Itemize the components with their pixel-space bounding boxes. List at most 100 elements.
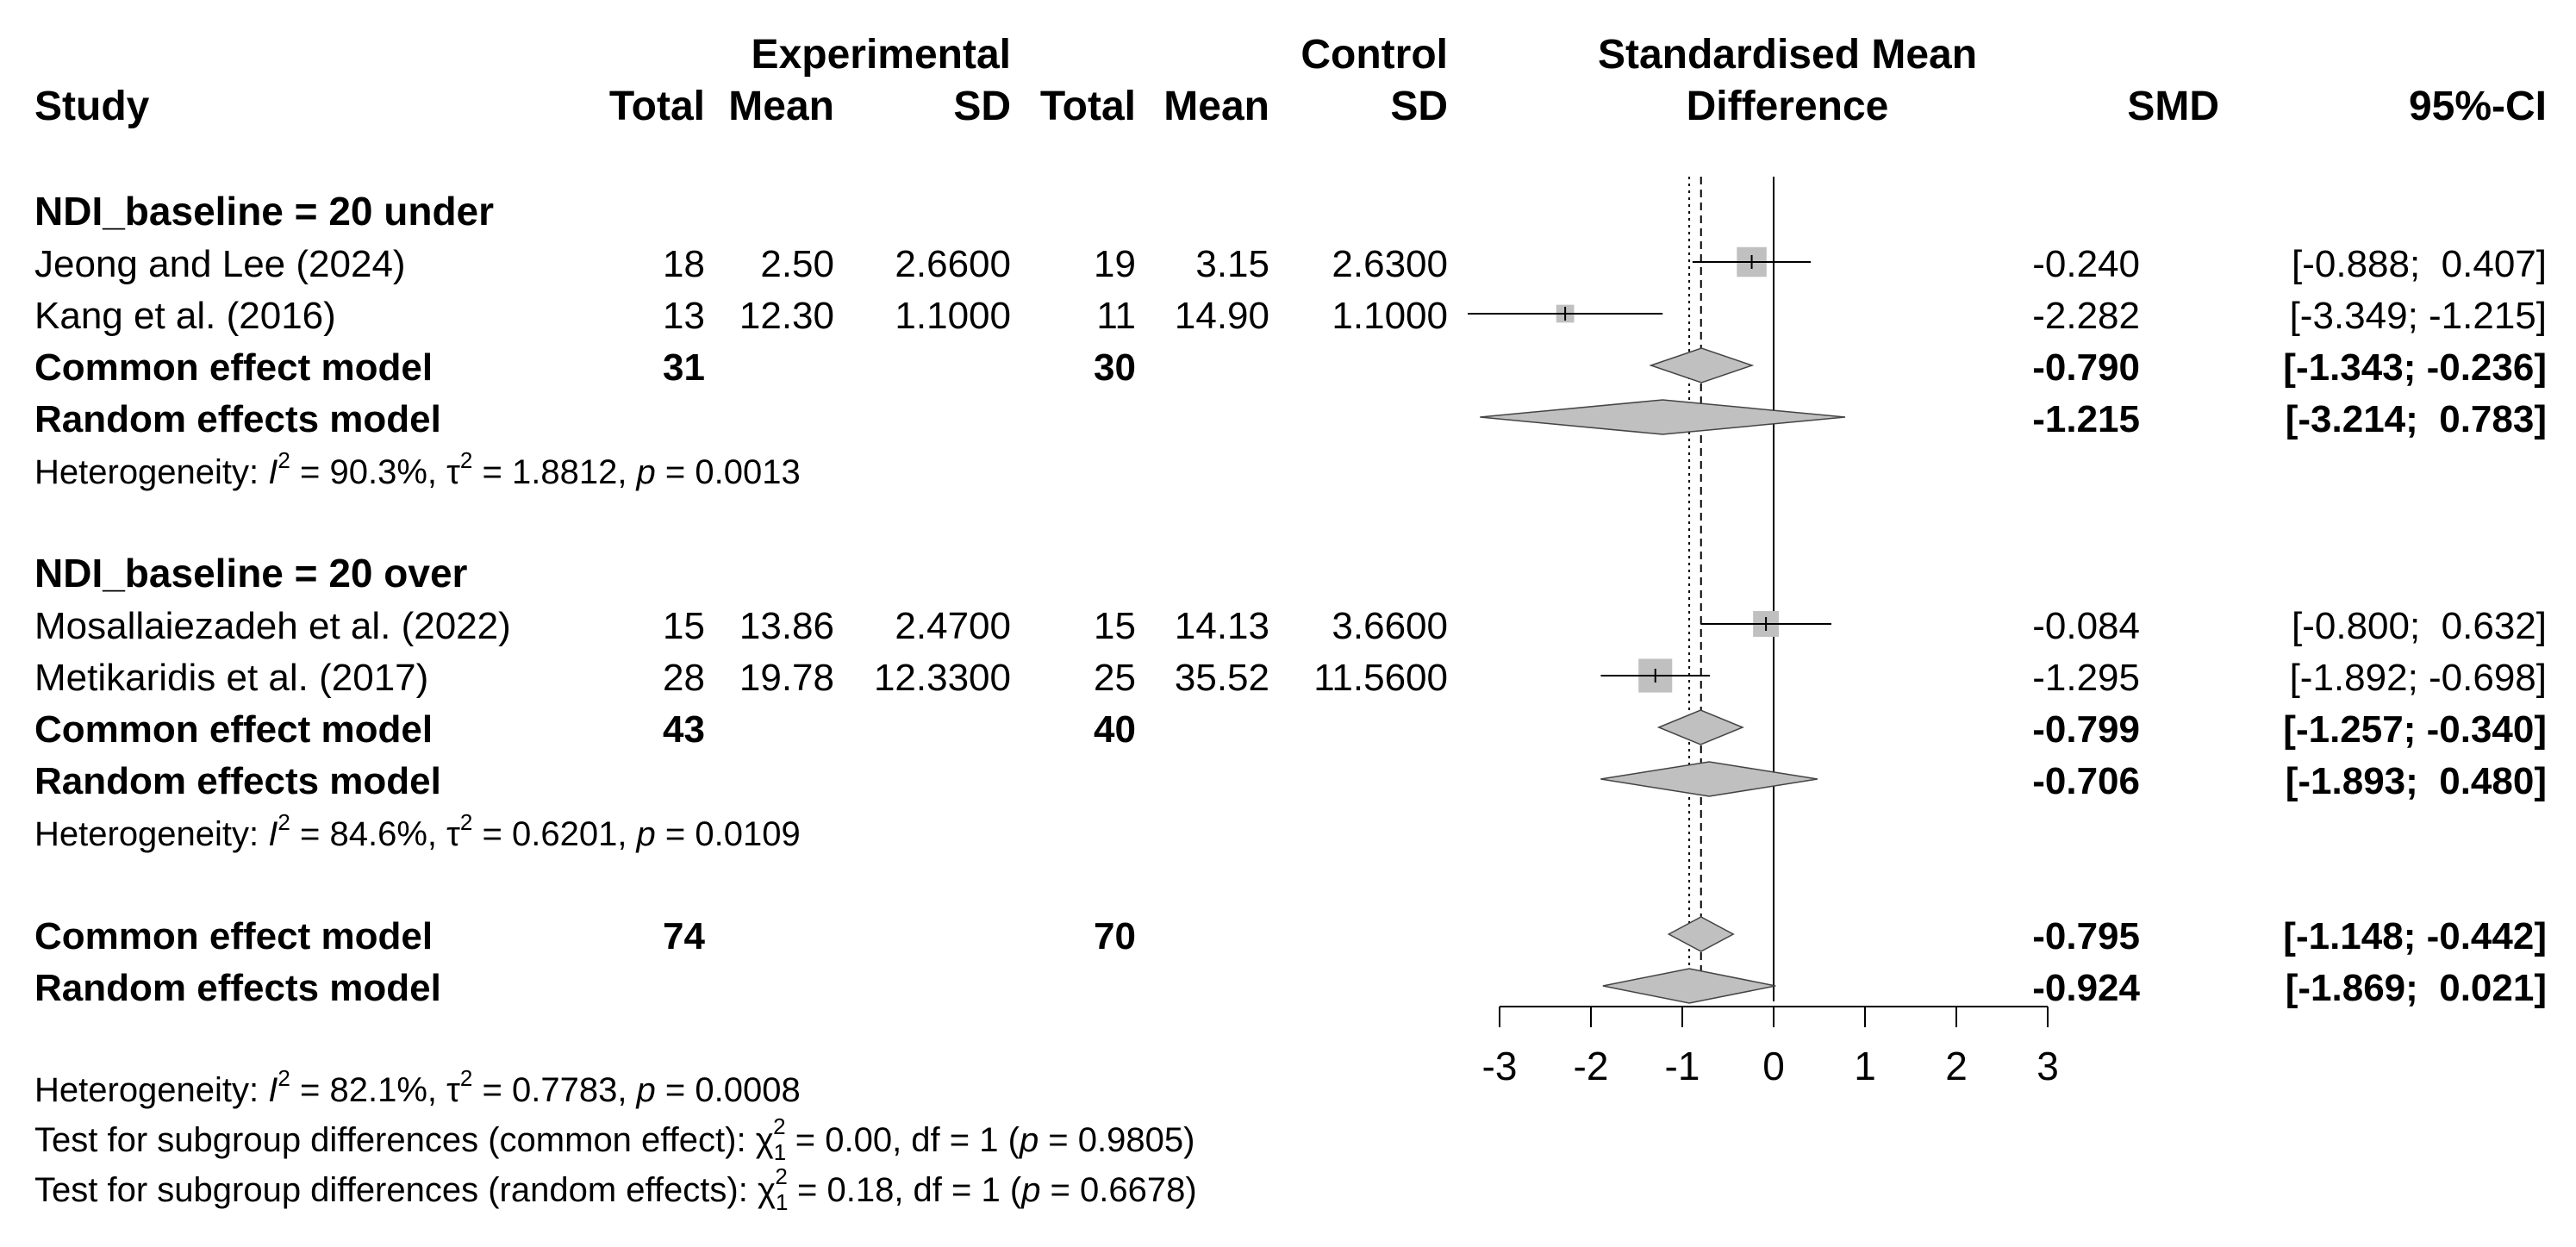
smd-value: -0.795 [2032,915,2140,957]
smd-value: -0.799 [2032,708,2140,751]
het-tau-value: = 1.8812, [472,453,636,491]
exp-total: 28 [663,657,705,699]
header-study: Study [34,84,150,129]
exp-sd: 2.6600 [895,243,1011,285]
study-name: Kang et al. (2016) [34,295,336,337]
study-name: Jeong and Lee (2024) [34,243,406,285]
smd-value: -2.282 [2032,295,2140,337]
model-label: Common effect model [34,915,433,957]
chi-sub: 1 [774,1139,786,1165]
het-i-sup: 2 [278,809,290,835]
chi-symbol: χ [756,1121,774,1159]
ctrl-mean: 14.90 [1175,295,1269,337]
common-effect-diamond [1649,347,1755,383]
x-axis-tick-label: 2 [1945,1044,1968,1088]
ci-value: [-3.349; -1.215] [2290,295,2547,337]
ctrl-total: 19 [1094,243,1136,285]
common-effect-diamond [1667,916,1735,952]
het-p-value: = 0.0008 [656,1071,801,1109]
het-p: p [636,453,656,491]
header-exp-sd: SD [953,84,1011,129]
random-effects-diamond [1602,968,1776,1004]
header-plot-title-line2: Difference [1687,84,1889,129]
ctrl-mean: 35.52 [1175,657,1269,699]
ctrl-sd: 1.1000 [1332,295,1448,337]
chi-sup: 2 [775,1163,787,1189]
ctrl-total: 40 [1094,708,1136,751]
common-effect-diamond [1656,709,1744,745]
test-subgroup-random: Test for subgroup differences (random ef… [34,1163,1197,1215]
ctrl-sd: 11.5600 [1313,657,1448,699]
header-smd: SMD [2127,84,2219,129]
ctrl-mean: 3.15 [1195,243,1269,285]
header-control: Control [1300,32,1448,78]
het-i-sup: 2 [278,1065,290,1091]
random-effects-diamond [1480,399,1846,435]
het-tau: τ [446,453,460,491]
test-subgroup-common: Test for subgroup differences (common ef… [34,1113,1194,1165]
het-prefix: Heterogeneity: [34,1071,268,1109]
forest-graphic: -3 -2 -1 0 1 2 3 [1468,177,2059,1088]
ctrl-total: 25 [1094,657,1136,699]
smd-value: -0.790 [2032,346,2140,389]
test-p-value: = 0.6678) [1040,1171,1196,1209]
het-tau: τ [446,815,460,853]
ci-value: [-0.888; 0.407] [2292,243,2547,285]
test-p: p [1019,1121,1039,1159]
study-row: Metikaridis et al. (2017) 28 19.78 12.33… [34,657,2547,699]
chi-sup: 2 [773,1113,785,1139]
het-tau: τ [446,1071,460,1109]
smd-value: -0.240 [2032,243,2140,285]
test-prefix: Test for subgroup differences (common ef… [34,1121,756,1159]
x-axis-tick-label: 0 [1762,1044,1785,1088]
x-axis-tick-label: 1 [1854,1044,1876,1088]
common-effect-row: Common effect model 43 40 -0.799 [-1.257… [34,708,2547,751]
exp-total: 18 [663,243,705,285]
het-i: I [268,453,278,491]
exp-mean: 19.78 [739,657,834,699]
exp-total: 43 [663,708,705,751]
ctrl-sd: 3.6600 [1332,605,1448,647]
smd-value: -0.084 [2032,605,2140,647]
model-label: Common effect model [34,346,433,389]
overall: Common effect model 74 70 -0.795 [-1.148… [34,915,2547,1215]
het-p: p [636,1071,656,1109]
x-axis-tick-label: -3 [1482,1044,1518,1088]
het-i2-value: = 82.1%, [290,1071,446,1109]
study-row: Mosallaiezadeh et al. (2022) 15 13.86 2.… [34,605,2547,647]
exp-mean: 13.86 [739,605,834,647]
study-name: Metikaridis et al. (2017) [34,657,428,699]
header-exp-total: Total [609,84,705,129]
model-label: Random effects model [34,760,441,802]
subgroup-2: NDI_baseline = 20 over Mosallaiezadeh et… [34,551,2547,853]
test-p: p [1020,1171,1040,1209]
random-effects-row: Random effects model -1.215 [-3.214; 0.7… [34,398,2547,440]
ci-value: [-1.148; -0.442] [2283,915,2547,957]
subgroup-label: NDI_baseline = 20 under [34,189,494,234]
x-axis-tick-label: -2 [1574,1044,1609,1088]
random-effects-row: Random effects model -0.924 [-1.869; 0.0… [34,967,2547,1009]
heterogeneity-text: Heterogeneity: I2 = 90.3%, τ2 = 1.8812, … [34,447,801,491]
smd-value: -0.924 [2032,967,2140,1009]
ci-value: [-1.869; 0.021] [2286,967,2547,1009]
random-effects-row: Random effects model -0.706 [-1.893; 0.4… [34,760,2547,802]
het-i: I [268,815,278,853]
exp-sd: 2.4700 [895,605,1011,647]
het-prefix: Heterogeneity: [34,453,268,491]
ci-value: [-1.892; -0.698] [2290,657,2547,699]
ctrl-total: 15 [1094,605,1136,647]
study-row: Kang et al. (2016) 13 12.30 1.1000 11 14… [34,295,2547,337]
header-ctrl-mean: Mean [1163,84,1269,129]
x-axis-tick-label: -1 [1665,1044,1700,1088]
exp-sd: 12.3300 [874,657,1011,699]
study-name: Mosallaiezadeh et al. (2022) [34,605,511,647]
ctrl-total: 30 [1094,346,1136,389]
het-i-sup: 2 [278,447,290,473]
exp-total: 15 [663,605,705,647]
het-tau-sup: 2 [460,447,472,473]
exp-total: 74 [663,915,705,957]
ctrl-mean: 14.13 [1175,605,1269,647]
exp-total: 31 [663,346,705,389]
smd-value: -0.706 [2032,760,2140,802]
